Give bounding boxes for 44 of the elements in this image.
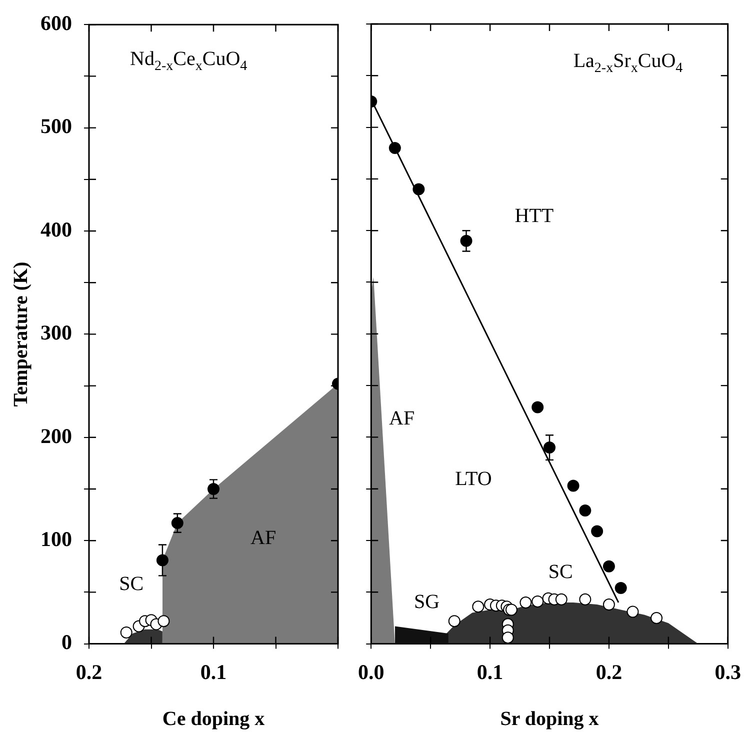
point (412, 183, 425, 196)
point (156, 554, 168, 566)
x-axis-title: Ce doping x (162, 708, 265, 730)
point (626, 606, 639, 618)
point (388, 142, 401, 154)
y-tick-label: 600 (40, 11, 72, 36)
point (448, 615, 460, 628)
point (158, 615, 170, 628)
annotation: SG (414, 591, 440, 614)
point (544, 442, 556, 454)
y-tick-label: 100 (40, 527, 72, 552)
annotation: AF (250, 526, 276, 549)
y-tick-label: 400 (40, 217, 72, 242)
point (171, 517, 184, 530)
x-tick-label: 0.2 (76, 660, 102, 684)
x-tick-label: 0.1 (476, 660, 504, 684)
annotation: LTO (455, 468, 492, 490)
y-tick-label: 300 (40, 320, 72, 345)
x-axis-title: Sr doping x (500, 708, 599, 730)
y-tick-label: 0 (62, 630, 72, 654)
point (532, 401, 544, 414)
point (579, 504, 592, 517)
y-tick-label: 200 (40, 424, 72, 448)
y-axis-title: Temperature (K) (10, 262, 32, 407)
x-tick-label: 0.2 (596, 660, 622, 684)
point (591, 525, 604, 538)
point (650, 612, 663, 624)
point (602, 598, 615, 611)
point (532, 595, 544, 608)
point (502, 632, 514, 644)
point (567, 480, 580, 492)
x-tick-label: 0.3 (714, 660, 741, 684)
point (602, 560, 615, 572)
annotation: SC (119, 573, 144, 596)
point (208, 483, 220, 495)
point (555, 593, 568, 606)
annotation: AF (389, 408, 415, 430)
annotation: SC (548, 560, 573, 583)
x-tick-label: 0.0 (358, 660, 384, 684)
y-tick-label: 500 (40, 114, 72, 138)
point (520, 596, 532, 608)
point (614, 582, 627, 594)
x-tick-label: 0.1 (200, 660, 227, 684)
annotation: HTT (514, 205, 554, 228)
